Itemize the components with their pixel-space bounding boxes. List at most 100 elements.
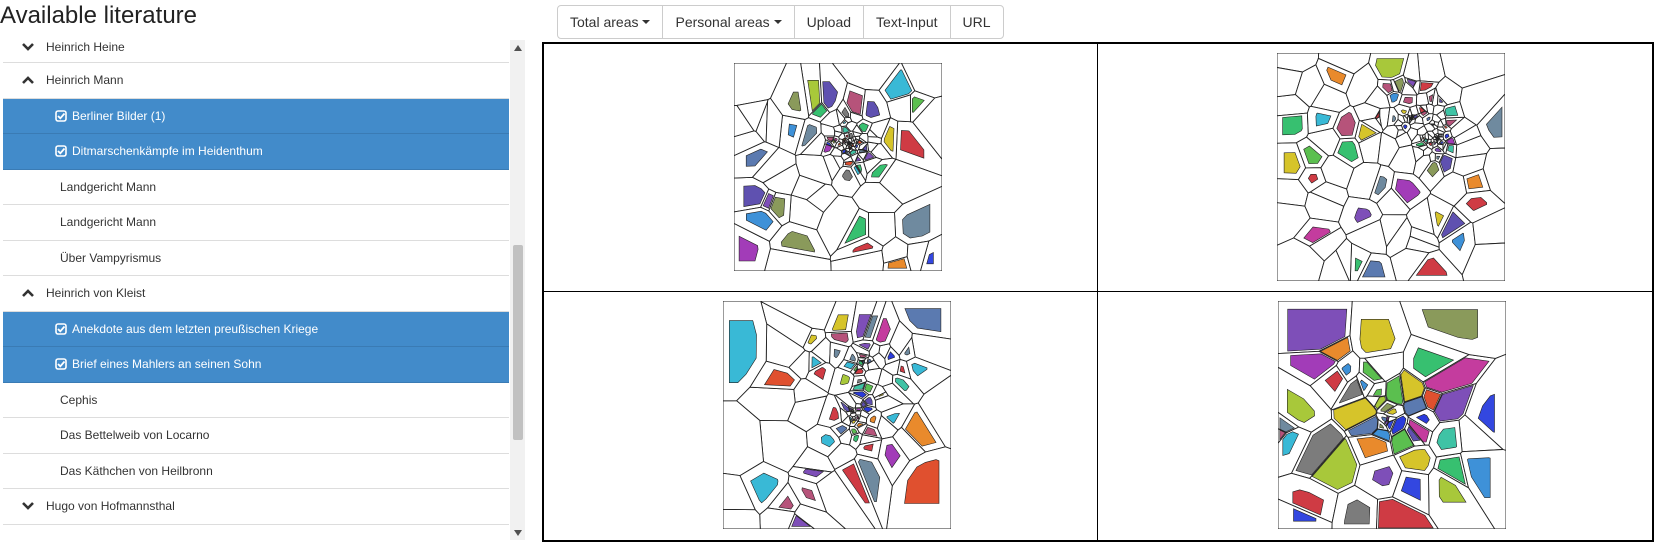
- voronoi-area-fill: [856, 164, 863, 173]
- voronoi-cell: [765, 97, 783, 148]
- toolbar-button-url[interactable]: URL: [951, 6, 1003, 38]
- tree-work-row[interactable]: Über Vampyrismus: [3, 240, 509, 276]
- toolbar-button-personal-areas[interactable]: Personal areas: [663, 6, 795, 38]
- voronoi-area-fill: [1403, 124, 1408, 130]
- voronoi-panel-3[interactable]: [543, 291, 1098, 541]
- voronoi-cell: [1459, 74, 1505, 126]
- tree-author-row[interactable]: Heinrich von Kleist: [3, 276, 509, 312]
- voronoi-area-fill: [902, 203, 931, 239]
- voronoi-area-fill: [1341, 363, 1352, 376]
- voronoi-area-fill: [875, 318, 891, 343]
- check-square-icon[interactable]: [55, 322, 67, 335]
- voronoi-area-fill: [1344, 499, 1371, 525]
- scroll-down-arrow-icon[interactable]: [510, 525, 525, 540]
- voronoi-area-fill: [1486, 106, 1503, 138]
- tree-row-label: Landgericht Mann: [60, 215, 157, 230]
- voronoi-area-fill: [884, 69, 913, 100]
- voronoi-area-fill: [743, 185, 766, 207]
- voronoi-area-fill: [803, 468, 825, 478]
- voronoi-area-fill: [1400, 476, 1421, 501]
- chevron-up-icon[interactable]: [19, 73, 36, 87]
- check-square-icon[interactable]: [55, 109, 67, 122]
- voronoi-area-fill: [895, 377, 910, 392]
- voronoi-area-fill: [883, 126, 895, 152]
- voronoi-panel-2[interactable]: [1097, 43, 1653, 292]
- chevron-up-icon[interactable]: [19, 286, 36, 300]
- check-square-icon[interactable]: [55, 358, 67, 371]
- tree-scrollbar[interactable]: [510, 40, 525, 540]
- voronoi-map-3: [723, 301, 951, 529]
- tree-work-row[interactable]: Landgericht Mann: [3, 169, 509, 205]
- voronoi-area-fill: [1279, 429, 1286, 441]
- voronoi-area-fill: [911, 362, 928, 377]
- voronoi-area-fill: [1394, 77, 1404, 92]
- voronoi-area-fill: [1422, 136, 1425, 140]
- tree-work-row[interactable]: Ditmarschenkämpfe im Heidenthum: [3, 134, 509, 170]
- voronoi-area-fill: [864, 397, 873, 406]
- tree-work-row[interactable]: Das Käthchen von Heilbronn: [3, 453, 509, 489]
- voronoi-area-fill: [849, 417, 852, 422]
- tree-row-label: Hugo von Hofmannsthal: [46, 499, 175, 514]
- voronoi-area-fill: [763, 369, 795, 387]
- voronoi-cell: [845, 120, 858, 132]
- voronoi-area-fill: [887, 351, 895, 361]
- tree-work-row[interactable]: Das Bettelweib von Locarno: [3, 418, 509, 454]
- voronoi-area-fill: [1391, 429, 1414, 455]
- tree-work-row[interactable]: Landgericht Mann: [3, 205, 509, 241]
- voronoi-area-fill: [820, 434, 835, 448]
- chevron-down-icon[interactable]: [19, 40, 36, 54]
- voronoi-area-fill: [840, 402, 850, 412]
- voronoi-area-fill: [1372, 466, 1394, 487]
- caret-down-icon: [773, 20, 782, 24]
- voronoi-area-fill: [1360, 379, 1369, 391]
- voronoi-area-fill: [1400, 109, 1407, 114]
- toolbar-button-label: Text-Input: [876, 14, 938, 30]
- voronoi-panel-4[interactable]: [1097, 291, 1653, 541]
- voronoi-area-fill: [837, 142, 842, 146]
- voronoi-area-fill: [750, 472, 779, 504]
- voronoi-area-fill: [1295, 423, 1344, 476]
- tree-work-row[interactable]: Brief eines Mahlers an seinen Sohn: [3, 347, 509, 383]
- voronoi-area-fill: [1444, 125, 1448, 129]
- voronoi-area-fill: [1438, 134, 1443, 137]
- voronoi-cell: [917, 374, 951, 450]
- check-square-icon[interactable]: [55, 145, 67, 158]
- chevron-down-icon[interactable]: [19, 499, 36, 513]
- tree-author-row[interactable]: Heinrich Mann: [3, 63, 509, 99]
- voronoi-cell: [1418, 104, 1429, 113]
- voronoi-area-fill: [1386, 408, 1397, 415]
- voronoi-cell: [849, 142, 853, 147]
- voronoi-cell: [851, 181, 904, 214]
- voronoi-area-fill: [1451, 232, 1465, 252]
- tree-work-row[interactable]: Anekdote aus dem letzten preußischen Kri…: [3, 311, 509, 347]
- voronoi-area-fill: [863, 426, 878, 437]
- voronoi-area-fill: [842, 463, 870, 504]
- voronoi-area-fill: [787, 123, 798, 138]
- toolbar-button-text-input[interactable]: Text-Input: [864, 6, 951, 38]
- voronoi-area-fill: [1382, 83, 1393, 94]
- voronoi-cell: [1453, 124, 1482, 146]
- literature-tree-panel: Heinrich Heine Heinrich Mann Berliner Bild…: [3, 40, 525, 540]
- voronoi-map-4: [1278, 301, 1506, 529]
- voronoi-cell: [867, 359, 881, 371]
- scroll-thumb[interactable]: [513, 245, 523, 440]
- voronoi-area-fill: [1336, 111, 1356, 137]
- voronoi-area-fill: [900, 130, 925, 159]
- voronoi-area-fill: [807, 79, 821, 112]
- voronoi-area-fill: [832, 140, 835, 144]
- voronoi-map-2: [1277, 53, 1505, 281]
- voronoi-area-fill: [849, 132, 854, 138]
- voronoi-area-fill: [1440, 155, 1453, 173]
- tree-work-row[interactable]: Berliner Bilder (1): [3, 98, 509, 134]
- tree-author-row[interactable]: Hugo von Hofmannsthal: [3, 489, 509, 525]
- tree-author-row[interactable]: Heinrich Heine: [3, 40, 509, 63]
- toolbar-button-upload[interactable]: Upload: [795, 6, 865, 38]
- voronoi-cell: [852, 142, 858, 148]
- voronoi-cell: [842, 143, 848, 150]
- scroll-up-arrow-icon[interactable]: [510, 40, 525, 55]
- voronoi-cell: [723, 508, 761, 529]
- tree-work-row[interactable]: Cephis: [3, 382, 509, 418]
- voronoi-area-fill: [858, 353, 867, 358]
- voronoi-panel-1[interactable]: [543, 43, 1098, 292]
- toolbar-button-total-areas[interactable]: Total areas: [558, 6, 664, 38]
